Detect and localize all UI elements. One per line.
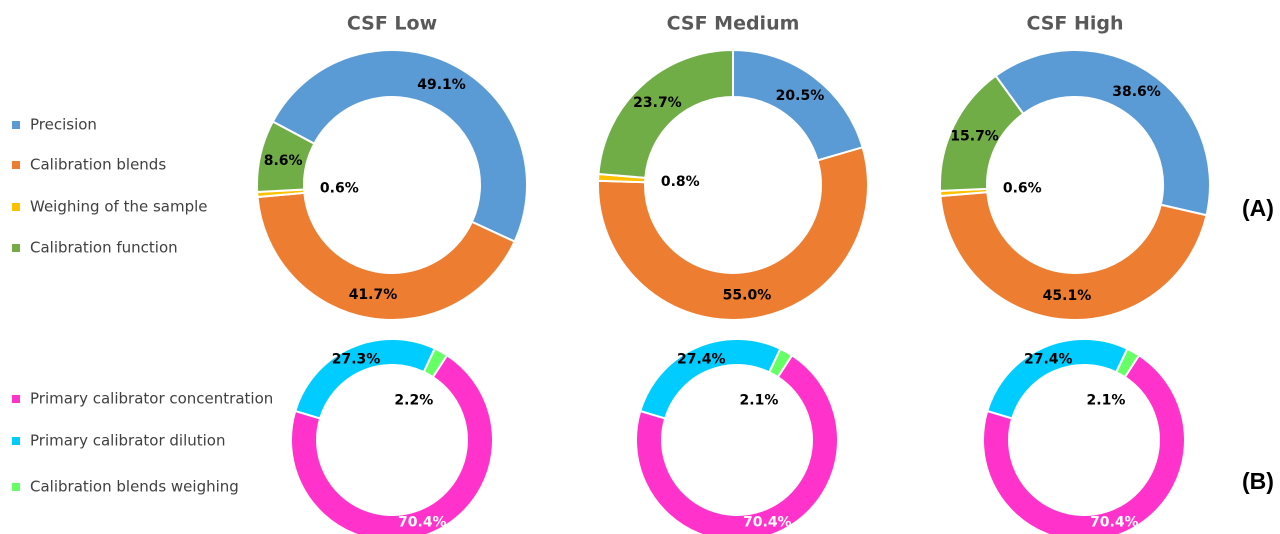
chart-title: CSF Medium [667, 13, 800, 35]
donut-slice [939, 74, 1025, 192]
legend-label: Weighing of the sample [30, 198, 208, 216]
legend-marker [12, 203, 20, 211]
legend-marker [12, 437, 20, 445]
data-label: 45.1% [1043, 288, 1092, 304]
data-label: 2.2% [394, 393, 433, 409]
legend-label: Calibration blends [30, 156, 166, 174]
data-label: 2.1% [740, 393, 779, 409]
donut-slice [256, 191, 516, 321]
donut-slice [732, 48, 864, 162]
data-label: 8.6% [264, 153, 303, 169]
data-label: 27.3% [332, 352, 381, 368]
donut-slice [597, 48, 734, 179]
panel-label: (B) [1242, 468, 1274, 494]
data-label: 49.1% [417, 77, 466, 93]
donut-slice [767, 347, 794, 379]
donut-slice [597, 146, 869, 321]
data-label: 38.6% [1112, 84, 1161, 100]
legend-marker [12, 244, 20, 252]
chart-title: CSF Low [347, 13, 437, 35]
data-label: 27.4% [1024, 352, 1073, 368]
data-label: 0.8% [661, 174, 700, 190]
donut-slice [982, 353, 1186, 534]
data-label: 15.7% [950, 129, 999, 145]
data-label: 20.5% [776, 88, 825, 104]
data-label: 55.0% [723, 288, 772, 304]
donut-slice [939, 191, 1208, 321]
legend-label: Primary calibrator concentration [30, 390, 273, 408]
data-label: 70.4% [1090, 515, 1139, 531]
donut-slice [422, 347, 449, 379]
data-label: 0.6% [320, 181, 359, 197]
donut-slice [290, 353, 494, 534]
legend-label: Primary calibrator dilution [30, 432, 225, 450]
legend-marker [12, 483, 20, 491]
data-label: 0.6% [1003, 180, 1042, 196]
legend-marker [12, 395, 20, 403]
legend-label: Precision [30, 116, 97, 134]
data-label: 27.4% [677, 352, 726, 368]
donut-slice [271, 49, 528, 243]
data-label: 41.7% [349, 287, 398, 303]
panel-label: (A) [1242, 195, 1274, 221]
legend-marker [12, 161, 20, 169]
donut-slice [994, 49, 1211, 217]
legend-marker [12, 121, 20, 129]
donut-slice [256, 120, 316, 194]
legend-label: Calibration blends weighing [30, 478, 239, 496]
legend-label: Calibration function [30, 239, 178, 257]
donut-slice [1114, 347, 1141, 379]
donut-slice [635, 353, 839, 534]
data-label: 2.1% [1087, 393, 1126, 409]
data-label: 23.7% [633, 95, 682, 111]
chart-title: CSF High [1026, 13, 1123, 35]
data-label: 70.4% [743, 515, 792, 531]
data-label: 70.4% [398, 515, 447, 531]
